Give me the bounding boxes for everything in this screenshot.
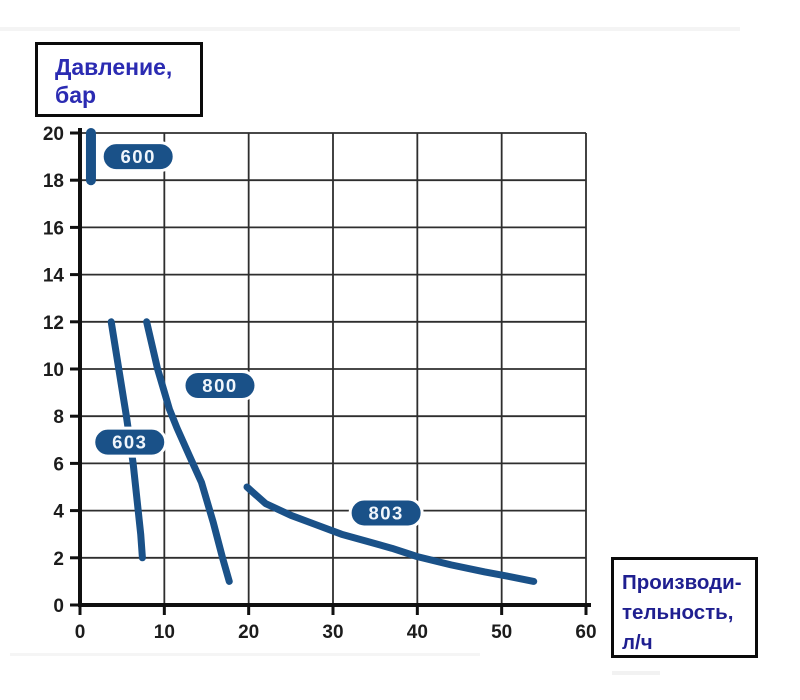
- series-pill-600: [100, 141, 176, 173]
- y-tick-label: 20: [43, 124, 64, 145]
- x-tick-label: 50: [491, 622, 512, 643]
- series-pill-label-600: 600: [121, 146, 156, 167]
- y-tick-label: 12: [43, 313, 64, 334]
- x-tick-label: 0: [75, 622, 86, 643]
- y-tick-label: 4: [53, 502, 64, 523]
- x-axis-label-box: Производи- тельность, л/ч: [611, 557, 758, 658]
- scan-artifact: [0, 27, 740, 31]
- x-tick-label: 60: [575, 622, 596, 643]
- x-axis-label-line: л/ч: [622, 631, 653, 654]
- y-axis-label-box: Давление, бар: [35, 42, 203, 117]
- y-tick-label: 18: [43, 171, 64, 192]
- y-tick-label: 2: [53, 549, 64, 570]
- y-axis-label-line: бар: [55, 82, 97, 108]
- curve-603: [107, 318, 146, 562]
- x-axis-label-line: Производи-: [622, 571, 742, 594]
- y-tick-label: 16: [43, 218, 64, 239]
- series-pill-603: [92, 426, 168, 458]
- y-tick-label: 14: [43, 266, 65, 287]
- series-pill-label-603: 603: [112, 432, 147, 453]
- series-pill-label-800: 800: [202, 375, 237, 396]
- x-axis-label-line: тельность,: [622, 601, 734, 624]
- y-axis-label-line: Давление,: [55, 54, 173, 80]
- y-tick-label: 6: [53, 454, 64, 475]
- x-tick-label: 40: [407, 622, 428, 643]
- y-tick-label: 8: [53, 407, 64, 428]
- series-pill-803: [348, 497, 424, 529]
- series-pill-label-803: 803: [368, 502, 403, 523]
- scan-artifact: [10, 653, 480, 656]
- x-tick-label: 10: [154, 622, 175, 643]
- curve-800: [143, 318, 233, 585]
- series-pill-800: [182, 370, 258, 402]
- x-tick-label: 30: [322, 622, 343, 643]
- x-tick-label: 20: [238, 622, 259, 643]
- scan-artifact: [612, 671, 660, 675]
- y-tick-label: 10: [43, 360, 64, 381]
- y-tick-label: 0: [53, 596, 64, 617]
- curve-803: [243, 483, 538, 585]
